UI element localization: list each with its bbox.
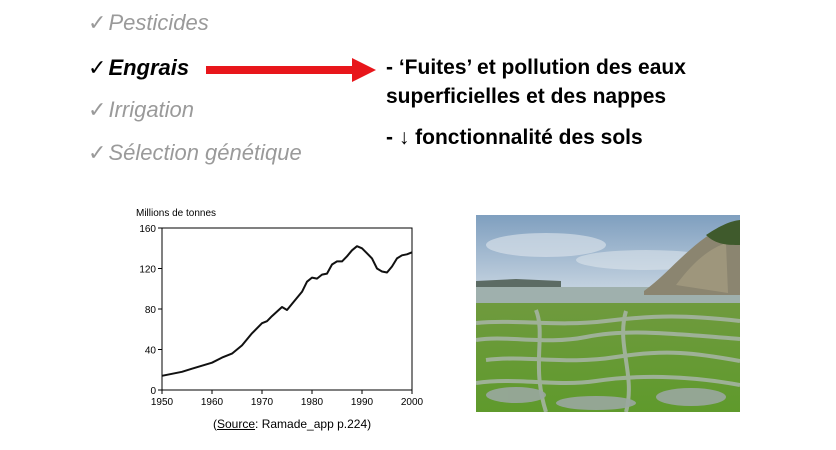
check-icon: ✓ [88, 97, 107, 122]
y-tick-label: 80 [145, 305, 157, 316]
caption-reference: : Ramade_app p.224) [255, 417, 372, 431]
list-item-selection-genetique: ✓Sélection génétique [88, 140, 302, 166]
x-tick-label: 1980 [301, 397, 324, 408]
x-tick-label: 1970 [251, 397, 274, 408]
source-caption: (Source: Ramade_app p.224) [213, 417, 371, 431]
y-tick-label: 0 [150, 386, 156, 397]
red-arrow-icon [206, 58, 376, 82]
check-icon: ✓ [88, 55, 107, 80]
list-item-engrais: ✓Engrais [88, 55, 189, 81]
x-tick-label: 1950 [151, 397, 174, 408]
x-tick-label: 1990 [351, 397, 374, 408]
y-axis-label: Millions de tonnes [136, 208, 216, 219]
list-item-pesticides: ✓Pesticides [88, 10, 209, 36]
list-item-irrigation: ✓Irrigation [88, 97, 194, 123]
effect-pollution-line2: superficielles et des nappes [386, 85, 667, 108]
fertilizer-line-chart: Millions de tonnes 0 40 80 120 160 1950 1960 197… [136, 208, 424, 408]
effect-pollution-line1: - ‘Fuites’ et pollution des eaux [386, 56, 686, 79]
x-tick-label: 1960 [201, 397, 224, 408]
green-algae-beach-photo [476, 215, 740, 412]
caption-source-word: Source [217, 417, 256, 431]
check-icon: ✓ [88, 140, 107, 165]
y-tick-label: 160 [139, 224, 156, 235]
list-item-label: Sélection génétique [108, 140, 302, 165]
series-line [161, 245, 413, 377]
caption-open: ( [213, 417, 217, 431]
y-tick-label: 120 [139, 265, 156, 276]
list-item-label: Engrais [108, 55, 190, 80]
y-tick-label: 40 [145, 346, 157, 357]
list-item-label: Irrigation [108, 97, 195, 122]
x-tick-label: 2000 [401, 397, 424, 408]
check-icon: ✓ [88, 10, 107, 35]
effect-soil-function: - ↓ fonctionnalité des sols [386, 126, 643, 149]
list-item-label: Pesticides [108, 10, 209, 35]
